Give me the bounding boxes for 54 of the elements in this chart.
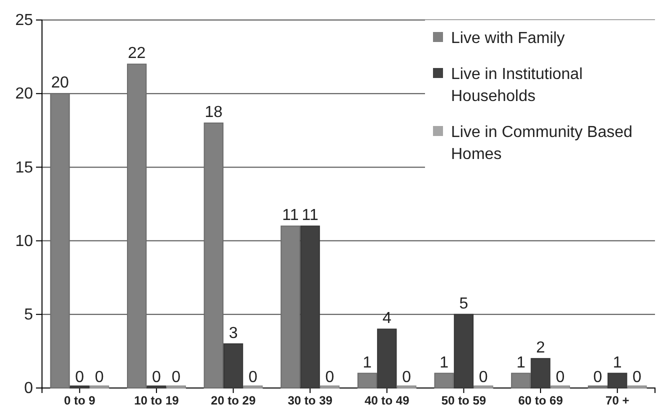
bar <box>357 372 378 388</box>
data-label: 1 <box>516 354 526 372</box>
y-tick-label: 25 <box>15 12 34 30</box>
x-tick-label: 50 to 59 <box>441 394 486 408</box>
data-label: 3 <box>228 324 238 342</box>
data-label: 0 <box>94 369 104 386</box>
data-label: 1 <box>362 354 372 372</box>
data-label: 0 <box>632 369 642 386</box>
x-tick-label: 20 to 29 <box>210 394 256 408</box>
data-label: 0 <box>556 369 565 386</box>
bar <box>300 226 320 388</box>
bar <box>204 122 224 388</box>
bar <box>223 343 244 388</box>
y-tick-label: 20 <box>15 86 34 103</box>
bar <box>377 328 397 388</box>
y-tick-label: 10 <box>15 232 34 250</box>
data-label: 0 <box>152 369 162 386</box>
x-tick-label: 30 to 39 <box>288 394 333 408</box>
data-label: 22 <box>128 45 146 62</box>
bar <box>511 372 531 388</box>
y-tick-label: 5 <box>24 306 34 324</box>
x-tick-label: 0 to 9 <box>64 394 96 408</box>
data-label: 0 <box>248 369 258 386</box>
bar <box>280 226 300 388</box>
bar <box>608 372 628 388</box>
data-label: 11 <box>282 207 299 224</box>
legend-label: Live in Community Based Homes <box>451 124 632 163</box>
data-label: 0 <box>478 369 488 386</box>
data-label: 2 <box>536 340 546 357</box>
bar <box>530 358 550 388</box>
legend-label: Live with Family <box>451 30 565 47</box>
data-label: 18 <box>204 104 223 122</box>
x-tick-label: 10 to 19 <box>134 394 180 408</box>
data-label: 0 <box>172 369 181 386</box>
bar <box>50 93 70 388</box>
data-label: 0 <box>593 369 602 386</box>
data-label: 4 <box>382 310 392 328</box>
y-tick-label: 15 <box>15 159 34 176</box>
bar <box>434 372 454 388</box>
data-label: 1 <box>612 354 622 372</box>
x-tick-label: 40 to 49 <box>364 394 410 408</box>
bar <box>454 314 474 388</box>
data-label: 1 <box>440 354 449 372</box>
data-label: 20 <box>51 74 69 92</box>
data-label: 11 <box>302 207 318 224</box>
data-label: 0 <box>402 369 412 386</box>
x-tick-label: 60 to 69 <box>518 394 564 408</box>
y-tick-label: 0 <box>24 380 34 398</box>
x-tick-label: 70 + <box>606 394 630 408</box>
data-label: 0 <box>325 369 334 386</box>
data-label: 0 <box>75 369 84 386</box>
legend-label: Live in Institutional Households <box>451 66 583 105</box>
bar <box>126 64 147 388</box>
data-label: 5 <box>459 295 468 312</box>
